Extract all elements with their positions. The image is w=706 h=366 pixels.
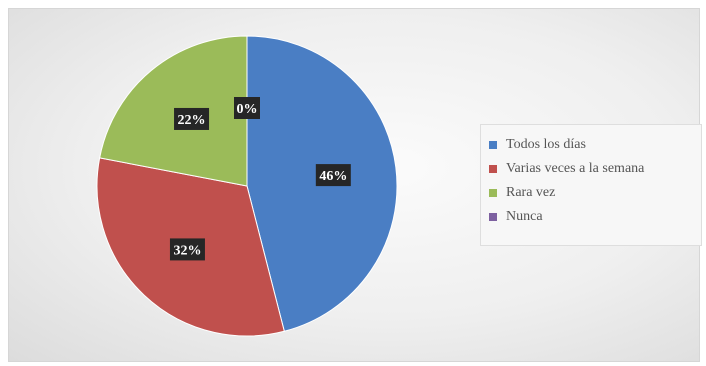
- legend-swatch-varias-veces: [489, 165, 497, 173]
- legend-label-todos-los-dias: Todos los días: [506, 137, 586, 152]
- legend-label-rara-vez: Rara vez: [506, 185, 556, 200]
- legend-item-rara-vez: Rara vez: [489, 181, 701, 205]
- legend-label-nunca: Nunca: [506, 209, 543, 224]
- legend-swatch-todos-los-dias: [489, 141, 497, 149]
- data-label-1: 32%: [169, 238, 205, 261]
- data-label-box-0: [315, 164, 351, 187]
- data-label-2: 22%: [174, 107, 210, 130]
- data-label-0: 46%: [315, 164, 351, 187]
- data-label-text-0: 46%: [319, 169, 347, 184]
- pie-slice-2: [99, 35, 248, 187]
- legend-item-varias-veces: Varias veces a la semana: [489, 157, 701, 181]
- legend-item-nunca: Nunca: [489, 205, 701, 229]
- data-label-text-2: 22%: [178, 113, 206, 128]
- data-label-3: 0%: [234, 97, 260, 119]
- data-label-box-2: [174, 107, 210, 130]
- data-label-box-3: [234, 97, 260, 119]
- data-label-text-1: 32%: [173, 243, 201, 258]
- legend-swatch-nunca: [489, 213, 497, 221]
- data-label-text-3: 0%: [237, 102, 258, 117]
- chart-legend: Todos los días Varias veces a la semana …: [480, 124, 702, 246]
- legend-item-todos-los-dias: Todos los días: [489, 133, 701, 157]
- data-label-box-1: [169, 238, 205, 261]
- legend-label-varias-veces: Varias veces a la semana: [506, 161, 645, 176]
- legend-swatch-rara-vez: [489, 189, 497, 197]
